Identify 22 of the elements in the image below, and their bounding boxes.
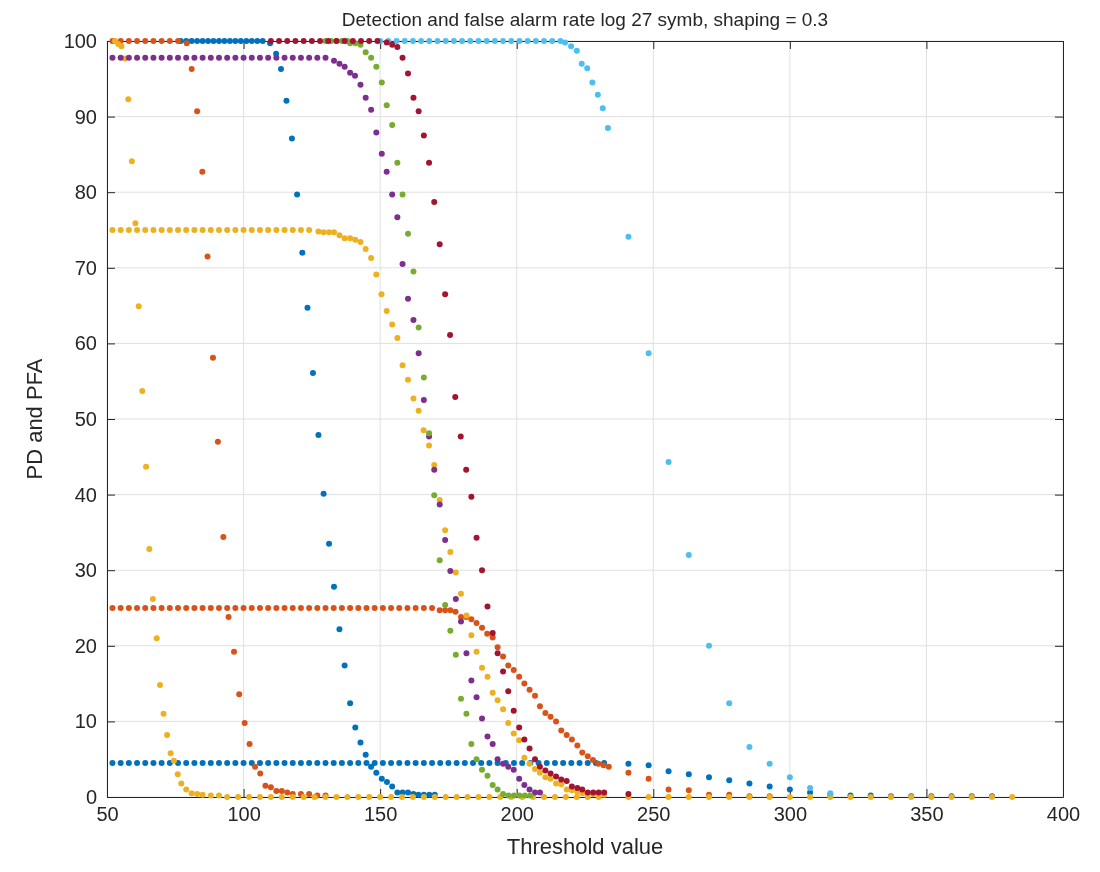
x-tick-label: 250 (637, 803, 671, 826)
y-tick-label: 60 (74, 332, 97, 355)
x-tick-label: 50 (96, 803, 119, 826)
y-tick-label: 70 (74, 256, 97, 279)
y-tick-label: 0 (85, 785, 97, 808)
y-tick-label: 80 (74, 181, 97, 204)
x-tick-label: 200 (500, 803, 534, 826)
x-axis-title: Threshold value (506, 834, 664, 859)
x-tick-label: 300 (773, 803, 808, 826)
x-tick-label: 350 (910, 803, 944, 826)
y-tick-label: 100 (63, 29, 97, 52)
y-tick-label: 50 (74, 407, 97, 430)
x-tick-label: 100 (227, 803, 261, 826)
y-tick-label: 30 (74, 559, 97, 582)
y-tick-label: 40 (74, 483, 97, 506)
x-tick-label: 150 (363, 803, 398, 826)
y-axis-title: PD and PFA (22, 358, 47, 480)
y-tick-label: 10 (74, 710, 97, 733)
chart-title: Detection and false alarm rate log 27 symb, shaping = 0.3 (341, 9, 829, 30)
x-tick-label: 400 (1046, 803, 1081, 826)
y-tick-label: 20 (74, 634, 97, 657)
y-tick-label: 90 (74, 105, 97, 128)
